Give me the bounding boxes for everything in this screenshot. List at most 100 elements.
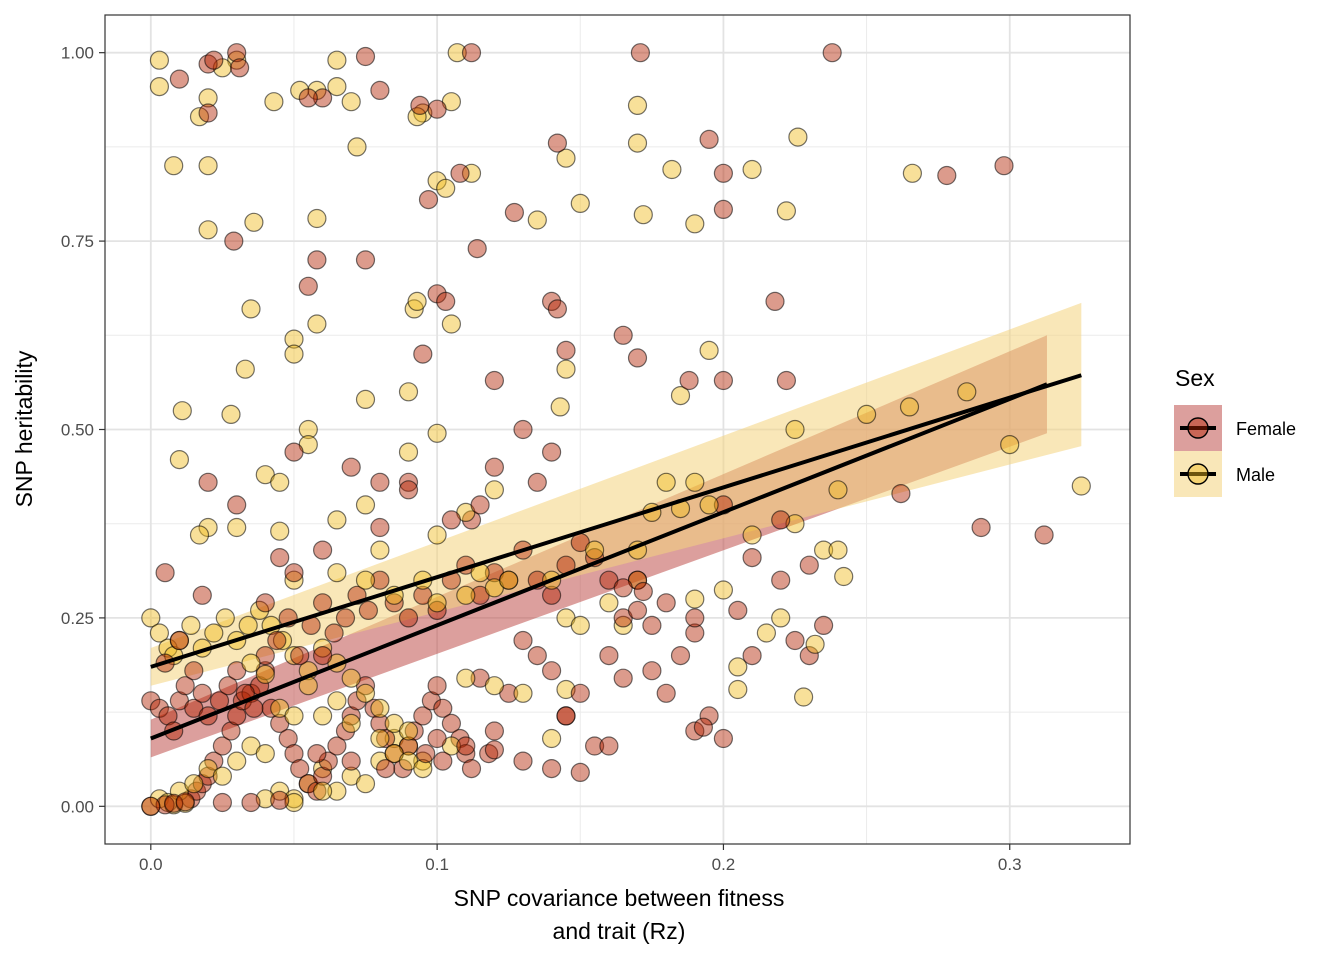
legend-key-female-point xyxy=(1187,417,1209,439)
point-male xyxy=(284,792,304,813)
point-male xyxy=(189,525,210,545)
point-female xyxy=(570,762,590,783)
point-female xyxy=(270,790,290,810)
point-female xyxy=(198,54,218,74)
point-male xyxy=(685,214,705,234)
point-female xyxy=(656,593,676,613)
point-male xyxy=(198,156,218,176)
point-male xyxy=(327,76,347,97)
point-female xyxy=(685,608,705,628)
point-male xyxy=(347,137,367,157)
point-male xyxy=(742,525,762,545)
point-male xyxy=(327,781,347,801)
point-male xyxy=(627,95,648,116)
point-female xyxy=(513,630,533,651)
point-male xyxy=(169,450,189,470)
point-female xyxy=(613,325,633,345)
point-female xyxy=(398,472,419,492)
point-female xyxy=(450,163,470,183)
point-female xyxy=(241,792,261,813)
point-female xyxy=(765,291,785,311)
point-female xyxy=(169,69,189,89)
point-male xyxy=(298,419,318,440)
point-male xyxy=(264,92,284,112)
point-female xyxy=(298,88,318,108)
point-male xyxy=(398,442,419,462)
point-female xyxy=(799,645,819,666)
point-male xyxy=(484,676,504,696)
point-male xyxy=(212,766,232,786)
point-male xyxy=(149,623,169,643)
point-female xyxy=(307,781,327,801)
point-female xyxy=(376,758,396,779)
point-male xyxy=(184,774,204,794)
point-female xyxy=(355,250,376,270)
point-female xyxy=(427,728,447,749)
point-female xyxy=(404,721,424,741)
point-male xyxy=(456,668,476,688)
point-male xyxy=(1071,476,1091,496)
point-male xyxy=(413,103,433,123)
point-female xyxy=(427,99,447,119)
point-female xyxy=(527,472,547,492)
point-male xyxy=(902,163,923,183)
point-male xyxy=(272,630,293,651)
point-male xyxy=(413,758,433,779)
point-female xyxy=(370,517,390,538)
legend-label-female: Female xyxy=(1236,419,1296,439)
y-tick-label: 0.50 xyxy=(61,421,94,440)
point-male xyxy=(613,615,633,636)
point-female xyxy=(298,276,318,296)
point-female xyxy=(324,623,344,643)
point-male xyxy=(656,472,676,492)
point-female xyxy=(184,661,204,681)
point-male xyxy=(441,314,461,334)
point-female xyxy=(599,645,619,666)
point-female xyxy=(584,736,605,756)
point-female xyxy=(627,600,648,621)
point-male xyxy=(627,133,648,153)
point-female xyxy=(413,344,433,364)
point-male xyxy=(284,570,304,590)
point-female xyxy=(713,163,734,183)
point-female xyxy=(627,348,648,368)
point-male xyxy=(834,566,854,587)
point-male xyxy=(685,472,705,492)
legend-key-female xyxy=(1174,405,1222,451)
point-female xyxy=(642,661,662,681)
point-female xyxy=(398,608,419,628)
point-male xyxy=(341,668,361,688)
point-male xyxy=(728,657,748,677)
point-female xyxy=(370,713,390,734)
point-female xyxy=(776,370,797,391)
point-female xyxy=(313,766,333,786)
point-female xyxy=(175,792,195,812)
point-male xyxy=(341,92,361,112)
point-female xyxy=(355,46,376,67)
point-male xyxy=(370,728,390,749)
point-male xyxy=(241,299,261,319)
point-male xyxy=(241,653,261,673)
point-female xyxy=(341,751,361,771)
point-female xyxy=(267,630,287,651)
point-male xyxy=(550,397,570,417)
point-female xyxy=(771,510,791,530)
point-male xyxy=(355,683,376,703)
legend: Sex Female Male xyxy=(1174,365,1296,497)
point-female xyxy=(433,698,453,718)
point-male xyxy=(172,401,192,421)
legend-label-male: Male xyxy=(1236,465,1275,485)
point-female xyxy=(427,676,447,696)
point-female xyxy=(728,600,748,621)
point-female xyxy=(541,585,562,605)
x-axis-title-line-2: and trait (Rz) xyxy=(553,918,686,944)
point-female xyxy=(693,717,714,737)
point-male xyxy=(221,404,241,424)
point-female xyxy=(513,751,533,771)
point-female xyxy=(613,578,633,598)
point-male xyxy=(407,291,427,311)
point-male xyxy=(164,156,184,176)
point-female xyxy=(384,593,404,613)
point-male xyxy=(284,645,304,666)
y-tick-label: 0.75 xyxy=(61,232,94,251)
